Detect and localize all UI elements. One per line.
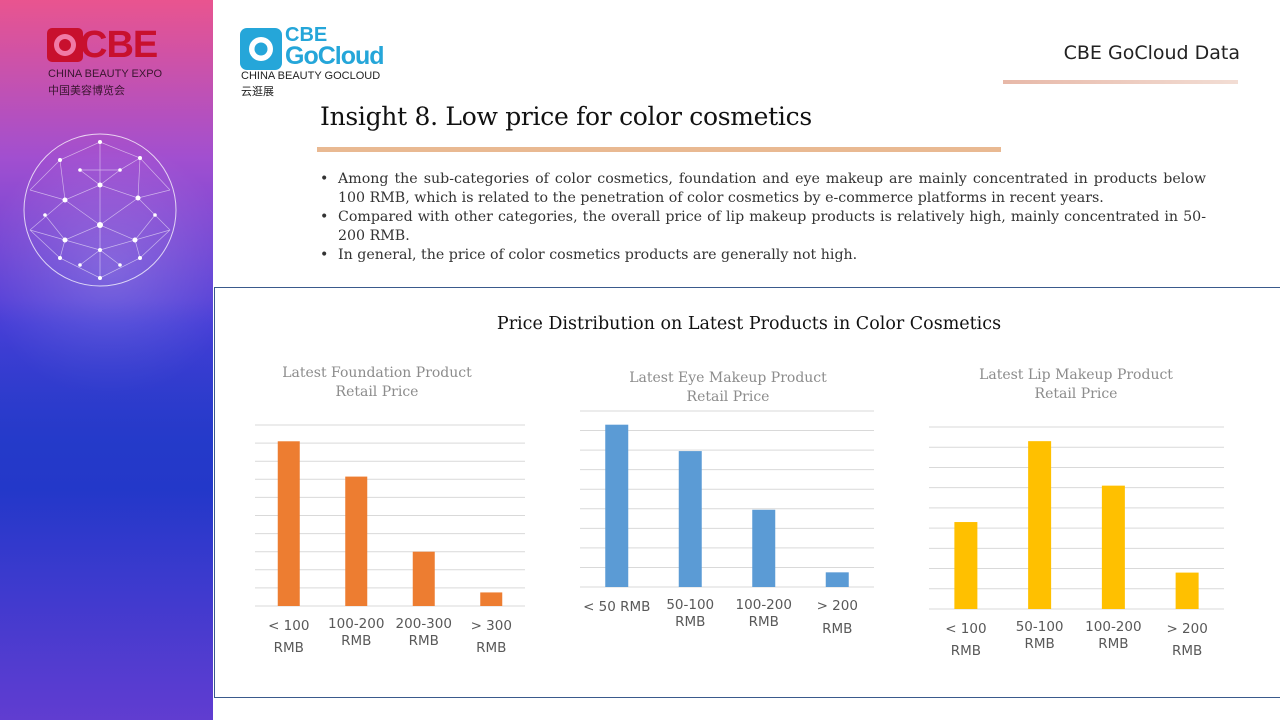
chart-tick-label: 50-100 xyxy=(666,597,714,613)
chart-tick-label: RMB xyxy=(749,614,779,630)
chart-subtitle-line: Retail Price xyxy=(1035,386,1118,402)
chart-subtitle-line: Latest Foundation Product xyxy=(282,365,472,381)
gocloud-logo-subtitle: CHINA BEAUTY GOCLOUD xyxy=(241,70,381,82)
page-title: Insight 8. Low price for color cosmetics xyxy=(320,102,812,131)
gocloud-logo-chinese: 云逛展 xyxy=(241,85,274,98)
chart-subtitle-line: Retail Price xyxy=(687,389,770,405)
chart-bar xyxy=(954,522,978,609)
chart-frame xyxy=(214,287,1280,698)
sidebar-gradient-band xyxy=(0,300,213,720)
chart-tick-label: 100-200 xyxy=(736,597,792,613)
chart-tick-label: 200-300 xyxy=(396,616,452,632)
cbe-logo-subtitle: CHINA BEAUTY EXPO xyxy=(48,68,163,80)
gocloud-logo: CBE GoCloud CHINA BEAUTY GOCLOUD 云逛展 xyxy=(240,24,400,98)
chart-bar xyxy=(277,441,300,606)
bullet-item: Compared with other categories, the over… xyxy=(320,208,1206,246)
chart-bar xyxy=(1101,485,1125,609)
chart-tick-label: < 100 xyxy=(945,621,986,637)
insight-bullets: Among the sub-categories of color cosmet… xyxy=(320,170,1206,265)
bullet-item: Among the sub-categories of color cosmet… xyxy=(320,170,1206,208)
chart-tick-label: 100-200 xyxy=(328,616,384,632)
chart-title: Price Distribution on Latest Products in… xyxy=(496,314,1002,334)
network-globe-icon xyxy=(23,133,177,287)
chart-tick-label: > 200 xyxy=(1166,621,1207,637)
chart-bar xyxy=(345,476,368,606)
chart-bar xyxy=(825,572,849,587)
chart-tick-label: RMB xyxy=(341,633,371,649)
chart-tick-label: < 100 xyxy=(268,618,309,634)
brand-title: CBE GoCloud Data xyxy=(1063,42,1240,64)
chart-bar xyxy=(480,592,503,606)
title-underline xyxy=(317,147,1001,152)
chart-tick-label: RMB xyxy=(409,633,439,649)
cbe-logo-mark-icon xyxy=(47,28,83,62)
chart-tick-label: 50-100 xyxy=(1016,619,1064,635)
gocloud-logo-word-bottom: GoCloud xyxy=(285,42,385,70)
chart-bar xyxy=(605,424,629,587)
chart-tick-label: RMB xyxy=(1172,643,1202,659)
gocloud-logo-mark-icon xyxy=(240,28,282,70)
chart-bar xyxy=(678,451,702,587)
chart-tick-label: < 50 RMB xyxy=(583,599,650,615)
cbe-logo-word: CBE xyxy=(80,24,158,66)
chart-bar xyxy=(1028,441,1052,609)
bullet-item: In general, the price of color cosmetics… xyxy=(320,246,1206,265)
chart-tick-label: 100-200 xyxy=(1085,619,1141,635)
chart-subtitle-line: Latest Eye Makeup Product xyxy=(629,370,827,386)
chart-subtitle-line: Retail Price xyxy=(336,384,419,400)
chart-tick-label: > 300 xyxy=(471,618,512,634)
chart-tick-label: RMB xyxy=(476,640,506,656)
chart-bar xyxy=(752,509,776,587)
cbe-logo-chinese: 中国美容博览会 xyxy=(48,84,125,97)
cbe-logo: CBE CHINA BEAUTY EXPO 中国美容博览会 xyxy=(47,24,182,101)
chart-tick-label: > 200 xyxy=(817,598,858,614)
chart-subtitle-line: Latest Lip Makeup Product xyxy=(979,367,1173,383)
brand-underline xyxy=(1003,80,1238,84)
chart-tick-label: RMB xyxy=(1098,636,1128,652)
chart-tick-label: RMB xyxy=(822,621,852,637)
gocloud-logo-word-top: CBE xyxy=(285,24,328,46)
chart-tick-label: RMB xyxy=(951,643,981,659)
sidebar-panel: CBE CHINA BEAUTY EXPO 中国美容博览会 xyxy=(0,0,213,720)
chart-tick-label: RMB xyxy=(274,640,304,656)
chart-bar xyxy=(1175,572,1199,609)
chart-tick-label: RMB xyxy=(1024,636,1054,652)
chart-tick-label: RMB xyxy=(675,614,705,630)
chart-bar xyxy=(412,551,435,606)
